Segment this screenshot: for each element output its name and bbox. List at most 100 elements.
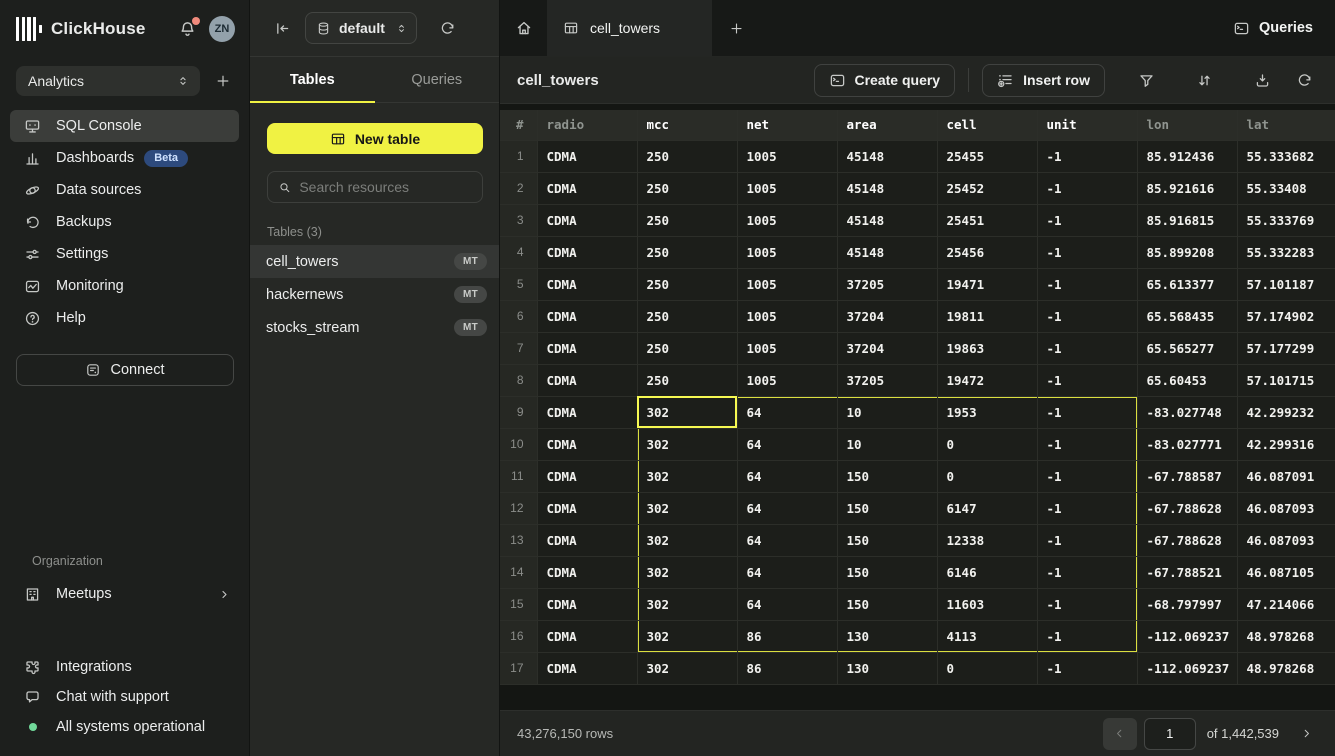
grid-cell[interactable]: 45148 bbox=[837, 236, 938, 269]
sidebar-item-sql-console[interactable]: SQL Console bbox=[10, 110, 239, 142]
grid-cell[interactable]: 19472 bbox=[937, 364, 1038, 397]
previous-page-button[interactable] bbox=[1102, 717, 1137, 750]
sort-button[interactable] bbox=[1187, 64, 1221, 97]
grid-cell[interactable]: 25456 bbox=[937, 236, 1038, 269]
grid-cell[interactable]: 12338 bbox=[937, 524, 1038, 557]
notifications-button[interactable] bbox=[178, 16, 200, 39]
grid-cell[interactable]: 19471 bbox=[937, 268, 1038, 301]
grid-cell[interactable]: -1 bbox=[1037, 620, 1138, 653]
create-query-button[interactable]: Create query bbox=[813, 63, 956, 97]
grid-cell[interactable]: 65.613377 bbox=[1137, 268, 1238, 301]
row-number[interactable]: 14 bbox=[500, 556, 538, 589]
grid-cell[interactable]: 25451 bbox=[937, 204, 1038, 237]
row-number[interactable]: 8 bbox=[500, 364, 538, 397]
database-select[interactable]: default bbox=[305, 12, 417, 44]
grid-cell[interactable]: 130 bbox=[837, 652, 938, 685]
row-number[interactable]: 7 bbox=[500, 332, 538, 365]
row-number[interactable]: 12 bbox=[500, 492, 538, 525]
grid-cell[interactable]: -112.069237 bbox=[1137, 620, 1238, 653]
refresh-data-button[interactable] bbox=[1287, 64, 1321, 97]
collapse-panel-button[interactable] bbox=[274, 20, 291, 37]
grid-cell[interactable]: 302 bbox=[637, 620, 738, 653]
grid-cell[interactable]: 6147 bbox=[937, 492, 1038, 525]
sidebar-item-monitoring[interactable]: Monitoring bbox=[10, 270, 239, 302]
avatar[interactable]: ZN bbox=[209, 16, 235, 42]
grid-cell[interactable]: -1 bbox=[1037, 236, 1138, 269]
grid-cell[interactable]: CDMA bbox=[537, 396, 638, 429]
sidebar-item-meetups[interactable]: Meetups bbox=[10, 578, 240, 610]
next-page-button[interactable] bbox=[1293, 719, 1319, 749]
grid-cell[interactable]: 250 bbox=[637, 140, 738, 173]
grid-cell[interactable]: 55.333682 bbox=[1237, 140, 1335, 173]
grid-cell[interactable]: CDMA bbox=[537, 236, 638, 269]
grid-cell[interactable]: 19863 bbox=[937, 332, 1038, 365]
grid-cell[interactable]: 86 bbox=[737, 620, 838, 653]
grid-cell[interactable]: 57.101187 bbox=[1237, 268, 1335, 301]
new-table-button[interactable]: New table bbox=[267, 123, 483, 154]
row-number[interactable]: 3 bbox=[500, 204, 538, 237]
row-number[interactable]: 17 bbox=[500, 652, 538, 685]
grid-cell[interactable]: -1 bbox=[1037, 492, 1138, 525]
grid-cell[interactable]: CDMA bbox=[537, 300, 638, 333]
row-number[interactable]: 11 bbox=[500, 460, 538, 493]
row-number[interactable]: 10 bbox=[500, 428, 538, 461]
grid-cell[interactable]: 47.214066 bbox=[1237, 588, 1335, 621]
grid-cell[interactable]: -68.797997 bbox=[1137, 588, 1238, 621]
document-tab-cell-towers[interactable]: cell_towers bbox=[547, 0, 712, 56]
queries-button[interactable]: Queries bbox=[1211, 0, 1335, 56]
tab-queries[interactable]: Queries bbox=[411, 71, 463, 88]
grid-cell[interactable]: 302 bbox=[637, 556, 738, 589]
grid-cell[interactable]: 25452 bbox=[937, 172, 1038, 205]
grid-cell[interactable]: CDMA bbox=[537, 140, 638, 173]
grid-cell[interactable]: 57.101715 bbox=[1237, 364, 1335, 397]
grid-cell[interactable]: 250 bbox=[637, 172, 738, 205]
grid-cell[interactable]: 0 bbox=[937, 428, 1038, 461]
active-cell[interactable]: 302 bbox=[637, 396, 738, 429]
grid-cell[interactable]: 1005 bbox=[737, 332, 838, 365]
grid-cell[interactable]: 250 bbox=[637, 204, 738, 237]
grid-cell[interactable]: 64 bbox=[737, 492, 838, 525]
grid-cell[interactable]: 64 bbox=[737, 460, 838, 493]
grid-cell[interactable]: -1 bbox=[1037, 204, 1138, 237]
grid-cell[interactable]: 250 bbox=[637, 268, 738, 301]
grid-cell[interactable]: 1005 bbox=[737, 300, 838, 333]
row-number[interactable]: 4 bbox=[500, 236, 538, 269]
search-input[interactable] bbox=[299, 179, 472, 195]
grid-cell[interactable]: 85.921616 bbox=[1137, 172, 1238, 205]
grid-cell[interactable]: -1 bbox=[1037, 300, 1138, 333]
grid-cell[interactable]: 150 bbox=[837, 588, 938, 621]
grid-cell[interactable]: 37205 bbox=[837, 364, 938, 397]
grid-cell[interactable]: 150 bbox=[837, 492, 938, 525]
grid-cell[interactable]: 302 bbox=[637, 652, 738, 685]
grid-cell[interactable]: 302 bbox=[637, 492, 738, 525]
grid-cell[interactable]: CDMA bbox=[537, 556, 638, 589]
tab-tables[interactable]: Tables bbox=[250, 57, 375, 103]
row-number[interactable]: 16 bbox=[500, 620, 538, 653]
grid-cell[interactable]: 10 bbox=[837, 428, 938, 461]
download-button[interactable] bbox=[1245, 64, 1279, 97]
grid-cell[interactable]: 250 bbox=[637, 364, 738, 397]
new-tab-button[interactable] bbox=[712, 0, 760, 56]
grid-cell[interactable]: 57.177299 bbox=[1237, 332, 1335, 365]
grid-cell[interactable]: -1 bbox=[1037, 172, 1138, 205]
add-service-button[interactable] bbox=[212, 67, 233, 95]
grid-cell[interactable]: CDMA bbox=[537, 620, 638, 653]
grid-cell[interactable]: 65.60453 bbox=[1137, 364, 1238, 397]
sidebar-item-help[interactable]: Help bbox=[10, 302, 239, 334]
grid-cell[interactable]: -83.027748 bbox=[1137, 396, 1238, 429]
sidebar-item-dashboards[interactable]: Dashboards Beta bbox=[10, 142, 239, 174]
grid-cell[interactable]: 1953 bbox=[937, 396, 1038, 429]
grid-cell[interactable]: -1 bbox=[1037, 268, 1138, 301]
column-header-area[interactable]: area bbox=[837, 110, 938, 141]
grid-cell[interactable]: 302 bbox=[637, 460, 738, 493]
column-header-radio[interactable]: radio bbox=[537, 110, 638, 141]
table-list-item[interactable]: stocks_stream MT bbox=[250, 311, 499, 344]
grid-cell[interactable]: 1005 bbox=[737, 204, 838, 237]
grid-cell[interactable]: 1005 bbox=[737, 172, 838, 205]
grid-cell[interactable]: 150 bbox=[837, 524, 938, 557]
column-header-unit[interactable]: unit bbox=[1037, 110, 1138, 141]
grid-cell[interactable]: 45148 bbox=[837, 140, 938, 173]
grid-cell[interactable]: -1 bbox=[1037, 140, 1138, 173]
table-list-item[interactable]: cell_towers MT bbox=[250, 245, 499, 278]
grid-cell[interactable]: 150 bbox=[837, 556, 938, 589]
